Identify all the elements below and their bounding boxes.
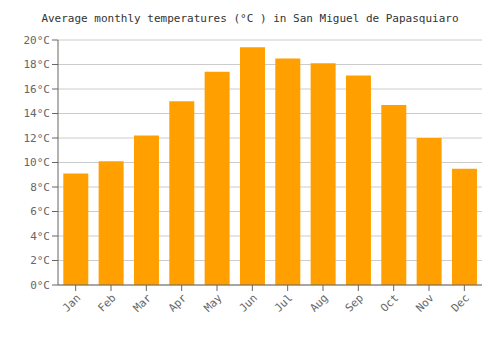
- svg-text:6°C: 6°C: [30, 205, 50, 218]
- svg-text:4°C: 4°C: [30, 230, 50, 243]
- svg-text:Nov: Nov: [413, 291, 437, 315]
- svg-text:Oct: Oct: [378, 291, 401, 314]
- svg-text:Dec: Dec: [449, 291, 472, 314]
- svg-text:Sep: Sep: [343, 291, 366, 314]
- svg-text:Aug: Aug: [307, 291, 330, 314]
- svg-text:18°C: 18°C: [24, 58, 51, 71]
- svg-text:Jul: Jul: [272, 291, 295, 314]
- svg-text:0°C: 0°C: [30, 279, 50, 292]
- svg-text:2°C: 2°C: [30, 254, 50, 267]
- svg-text:Apr: Apr: [166, 291, 190, 315]
- svg-text:12°C: 12°C: [24, 132, 51, 145]
- svg-text:Jun: Jun: [237, 291, 260, 314]
- svg-text:May: May: [201, 291, 225, 315]
- html-text:Average monthly temperatures (: Average monthly temperatures (°C ) in Sa…: [41, 12, 459, 25]
- svg-text:14°C: 14°C: [24, 107, 51, 120]
- svg-text:8°C: 8°C: [30, 181, 50, 194]
- svg-text:Feb: Feb: [95, 291, 118, 314]
- svg-text:Jan: Jan: [60, 291, 83, 314]
- svg-text:10°C: 10°C: [24, 156, 51, 169]
- svg-text:20°C: 20°C: [24, 34, 51, 47]
- svg-text:16°C: 16°C: [24, 83, 51, 96]
- svg-text:Mar: Mar: [131, 291, 155, 315]
